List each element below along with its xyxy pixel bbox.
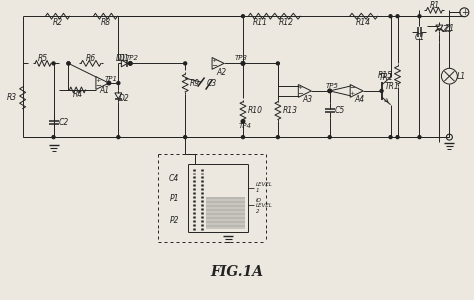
Text: P1: P1 xyxy=(170,194,180,202)
Circle shape xyxy=(241,62,245,65)
Circle shape xyxy=(276,136,279,139)
Circle shape xyxy=(380,89,383,92)
Text: R13: R13 xyxy=(283,106,298,115)
Text: +: + xyxy=(211,58,217,63)
Text: TR1: TR1 xyxy=(384,82,399,91)
Text: C2: C2 xyxy=(58,118,69,127)
Circle shape xyxy=(241,15,245,18)
Text: 2: 2 xyxy=(256,209,259,214)
Circle shape xyxy=(241,120,245,123)
Text: −: − xyxy=(349,85,355,91)
Text: R12: R12 xyxy=(279,18,294,27)
Text: C5: C5 xyxy=(335,106,345,115)
Text: P2: P2 xyxy=(170,216,180,225)
Circle shape xyxy=(117,136,120,139)
Circle shape xyxy=(52,136,55,139)
Circle shape xyxy=(52,62,55,65)
Circle shape xyxy=(241,61,245,65)
Circle shape xyxy=(328,136,331,139)
Text: R8: R8 xyxy=(100,18,110,27)
Circle shape xyxy=(396,15,399,18)
Circle shape xyxy=(418,136,421,139)
Circle shape xyxy=(183,136,187,139)
Text: C4: C4 xyxy=(168,174,178,183)
Text: A2: A2 xyxy=(216,68,226,77)
Text: Z1: Z1 xyxy=(445,23,455,32)
Text: A3: A3 xyxy=(303,95,313,104)
Text: D2: D2 xyxy=(119,94,130,103)
Circle shape xyxy=(129,62,132,65)
Text: C3: C3 xyxy=(207,79,217,88)
Text: TP2: TP2 xyxy=(126,56,139,62)
Text: TP3: TP3 xyxy=(235,56,247,62)
Circle shape xyxy=(389,15,392,18)
Text: A4: A4 xyxy=(355,95,365,104)
Circle shape xyxy=(241,62,245,65)
Text: +: + xyxy=(298,85,303,91)
Text: R4: R4 xyxy=(73,90,82,99)
Circle shape xyxy=(67,62,70,65)
Text: TR1: TR1 xyxy=(378,73,393,82)
Circle shape xyxy=(389,136,392,139)
Text: −: − xyxy=(95,83,101,89)
Circle shape xyxy=(396,136,399,139)
Circle shape xyxy=(107,81,110,85)
Circle shape xyxy=(241,136,245,139)
Text: C1: C1 xyxy=(414,33,425,42)
Text: IO: IO xyxy=(256,197,262,202)
Text: R6: R6 xyxy=(86,54,96,63)
Text: TP1: TP1 xyxy=(104,76,118,82)
Text: FIG.1A: FIG.1A xyxy=(210,265,264,279)
Text: +: + xyxy=(461,8,468,17)
Text: −: − xyxy=(211,63,217,69)
Circle shape xyxy=(128,61,132,65)
Text: TP5: TP5 xyxy=(325,83,338,89)
Text: R10: R10 xyxy=(248,106,263,115)
Text: R11: R11 xyxy=(253,18,268,27)
Text: Z1: Z1 xyxy=(442,26,453,34)
Text: R3: R3 xyxy=(7,93,17,102)
Text: LEVEL: LEVEL xyxy=(256,203,273,208)
Text: 1: 1 xyxy=(256,188,259,193)
Circle shape xyxy=(276,62,279,65)
Text: +: + xyxy=(95,78,100,82)
Circle shape xyxy=(183,62,187,65)
Text: A1: A1 xyxy=(100,86,109,95)
Text: R2: R2 xyxy=(53,18,63,27)
Text: R9: R9 xyxy=(190,79,200,88)
Circle shape xyxy=(328,89,331,93)
Circle shape xyxy=(67,62,70,65)
Circle shape xyxy=(418,15,421,18)
Text: D1: D1 xyxy=(116,54,127,63)
Text: LEVEL: LEVEL xyxy=(256,182,273,187)
Text: +: + xyxy=(349,92,355,96)
Circle shape xyxy=(328,89,331,92)
Text: L1: L1 xyxy=(457,72,466,81)
Text: R5: R5 xyxy=(38,54,48,63)
Circle shape xyxy=(117,82,120,85)
Text: −: − xyxy=(297,91,303,97)
Text: R1: R1 xyxy=(429,1,439,10)
Text: R15: R15 xyxy=(378,71,392,80)
Text: D1: D1 xyxy=(119,54,130,63)
Text: R14: R14 xyxy=(356,18,371,27)
Text: TP4: TP4 xyxy=(238,123,252,129)
